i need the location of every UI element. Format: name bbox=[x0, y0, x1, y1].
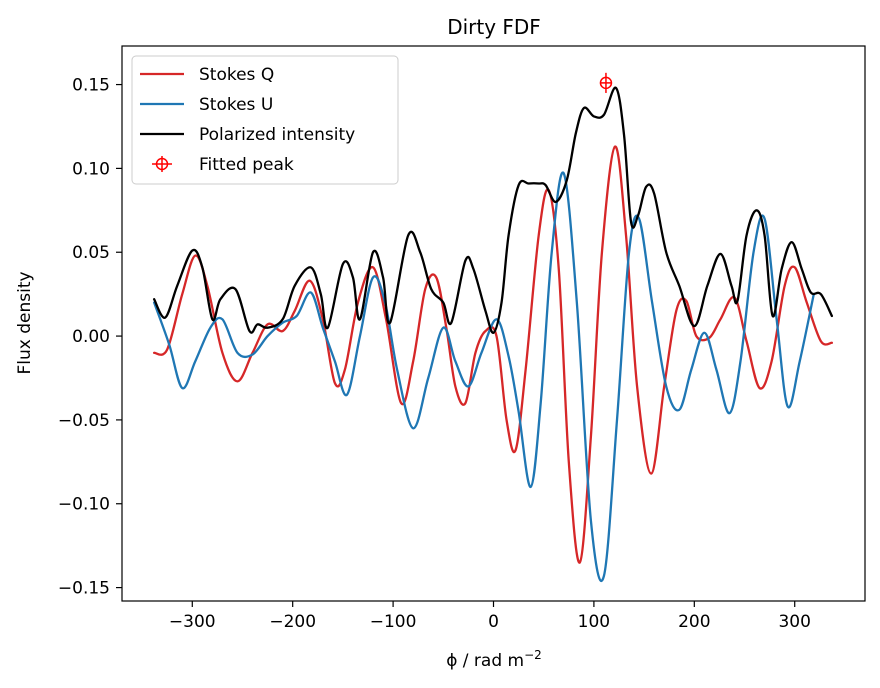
legend-label-polarized-intensity: Polarized intensity bbox=[199, 125, 355, 145]
y-tick-label: 0.05 bbox=[72, 243, 110, 263]
fitted-peak-marker bbox=[599, 72, 613, 93]
x-tick-label: −100 bbox=[370, 612, 417, 632]
y-tick-label: −0.10 bbox=[58, 495, 110, 515]
legend: Stokes Q Stokes U Polarized intensity Fi… bbox=[131, 55, 399, 185]
x-tick-label: 300 bbox=[778, 612, 810, 632]
y-tick-label: 0.10 bbox=[72, 159, 110, 179]
series-line-stokes-q bbox=[152, 145, 834, 564]
legend-label-fitted-peak: Fitted peak bbox=[199, 155, 294, 175]
y-tick-label: −0.15 bbox=[58, 579, 110, 599]
y-tick-label: −0.05 bbox=[58, 411, 110, 431]
legend-label-stokes-u: Stokes U bbox=[199, 95, 273, 115]
legend-swatch-fitted-peak bbox=[152, 156, 172, 172]
x-axis-ticks: −300 −200 −100 0 100 200 300 bbox=[169, 601, 811, 632]
x-tick-label: −200 bbox=[269, 612, 316, 632]
x-tick-label: 100 bbox=[578, 612, 610, 632]
legend-label-stokes-q: Stokes Q bbox=[199, 65, 274, 85]
y-tick-label: 0.00 bbox=[72, 327, 110, 347]
series-line-stokes-u bbox=[152, 171, 815, 583]
x-axis-label: ϕ / rad m−2 bbox=[446, 648, 542, 671]
series-layer bbox=[152, 86, 834, 583]
x-tick-label: 200 bbox=[678, 612, 710, 632]
y-tick-label: 0.15 bbox=[72, 76, 110, 96]
legend-box bbox=[131, 55, 399, 185]
x-tick-label: 0 bbox=[488, 612, 499, 632]
series-line-polarized-intensity bbox=[152, 86, 834, 334]
x-tick-label: −300 bbox=[169, 612, 216, 632]
y-axis-label: Flux density bbox=[15, 271, 35, 374]
chart-title: Dirty FDF bbox=[447, 15, 541, 39]
y-axis-ticks: −0.15 −0.10 −0.05 0.00 0.05 0.10 0.15 bbox=[58, 76, 122, 599]
